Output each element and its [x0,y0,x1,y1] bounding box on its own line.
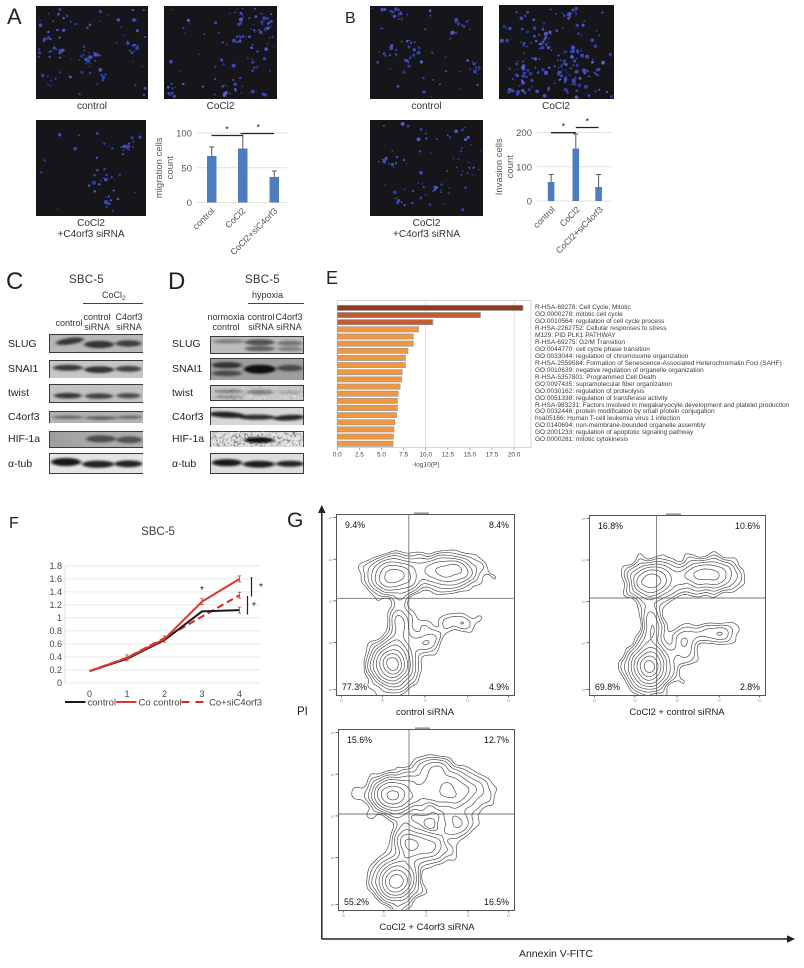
svg-text:SBC-5: SBC-5 [141,526,175,538]
svg-text:10: 10 [331,773,335,777]
svg-text:1.6: 1.6 [49,574,62,584]
svg-text:10.0: 10.0 [419,452,432,459]
svg-text:16.5%: 16.5% [484,897,509,907]
svg-text:10: 10 [758,699,762,703]
svg-text:10: 10 [593,699,597,703]
svg-text:Invasion cellscount: Invasion cellscount [495,138,516,195]
svg-text:100: 100 [516,162,532,173]
svg-text:10: 10 [340,699,344,703]
svg-text:10: 10 [507,914,511,918]
svg-text:10: 10 [423,699,427,703]
svg-text:16.8%: 16.8% [598,521,623,531]
svg-text:Co+siC4orf3: Co+siC4orf3 [209,698,262,709]
svg-text:1: 1 [124,689,129,699]
svg-text:0: 0 [57,678,62,688]
svg-text:*: * [256,123,260,133]
svg-text:100: 100 [176,129,192,140]
svg-text:10: 10 [329,688,333,692]
svg-text:10: 10 [467,914,471,918]
svg-text:55.2%: 55.2% [344,897,369,907]
svg-text:10: 10 [382,914,386,918]
svg-text:10: 10 [329,599,333,603]
svg-text:7.5: 7.5 [399,452,408,459]
svg-text:15.6%: 15.6% [347,735,372,745]
svg-text:10: 10 [342,914,346,918]
svg-text:10: 10 [633,699,637,703]
svg-text:12.7%: 12.7% [484,735,509,745]
svg-text:2: 2 [162,689,167,699]
svg-text:1.8: 1.8 [49,561,62,571]
svg-text:migration cellscount: migration cellscount [155,137,176,198]
svg-text:0: 0 [87,689,92,699]
svg-text:PI: PI [297,706,308,718]
svg-text:10: 10 [582,688,586,692]
svg-text:0.0: 0.0 [333,452,342,459]
svg-text:2.8%: 2.8% [740,682,760,692]
svg-text:8.4%: 8.4% [489,520,509,530]
svg-text:Co control: Co control [139,698,182,709]
svg-text:9.4%: 9.4% [345,520,365,530]
svg-text:Annexin V-FITC: Annexin V-FITC [519,948,594,960]
svg-text:0: 0 [187,198,192,209]
svg-text:4: 4 [237,689,242,699]
svg-text:10: 10 [507,699,511,703]
svg-text:12.5: 12.5 [442,452,455,459]
svg-text:CoCl2: CoCl2 [223,206,247,230]
svg-text:10: 10 [582,600,586,604]
svg-text:10: 10 [331,814,335,818]
svg-text:5.0: 5.0 [377,452,386,459]
svg-text:1: 1 [57,613,62,623]
svg-text:200: 200 [516,128,532,139]
svg-text:10: 10 [582,517,586,521]
svg-text:15.0: 15.0 [464,452,477,459]
svg-text:control: control [531,204,557,230]
svg-text:69.8%: 69.8% [595,682,620,692]
svg-text:10: 10 [582,559,586,563]
svg-text:0.6: 0.6 [49,639,62,649]
svg-text:10: 10 [329,516,333,520]
svg-text:-log10(P): -log10(P) [412,462,439,469]
svg-text:10: 10 [331,903,335,907]
svg-text:10: 10 [381,699,385,703]
svg-text:*: * [200,585,204,596]
svg-text:20.0: 20.0 [508,452,521,459]
svg-text:2.5: 2.5 [355,452,364,459]
svg-text:10: 10 [331,856,335,860]
svg-text:control: control [191,206,217,232]
svg-text:10: 10 [582,641,586,645]
svg-text:0: 0 [527,197,532,208]
svg-text:10: 10 [424,914,428,918]
svg-text:10.6%: 10.6% [735,521,760,531]
svg-text:*: * [252,601,256,612]
svg-text:10: 10 [331,731,335,735]
svg-text:0.8: 0.8 [49,626,62,636]
svg-text:*: * [562,122,566,132]
svg-text:control: control [88,698,117,709]
svg-text:10: 10 [718,699,722,703]
svg-text:1.4: 1.4 [49,587,62,597]
svg-text:4.9%: 4.9% [489,682,509,692]
svg-text:77.3%: 77.3% [342,682,367,692]
svg-text:10: 10 [675,699,679,703]
svg-text:10: 10 [329,641,333,645]
svg-text:0.2: 0.2 [49,665,62,675]
svg-text:0.4: 0.4 [49,652,62,662]
svg-text:10: 10 [329,558,333,562]
svg-text:10: 10 [466,699,470,703]
svg-text:1.2: 1.2 [49,600,62,610]
svg-text:*: * [225,125,229,135]
svg-text:3: 3 [199,689,204,699]
svg-text:50: 50 [181,163,192,174]
svg-text:17.5: 17.5 [486,452,499,459]
svg-text:*: * [585,118,589,127]
svg-text:*: * [259,582,263,593]
